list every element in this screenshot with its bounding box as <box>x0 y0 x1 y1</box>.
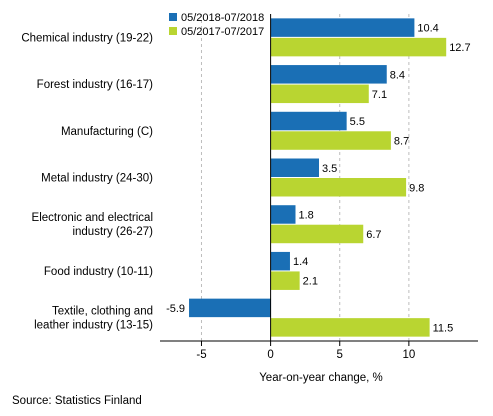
bar-s0-c0 <box>270 18 415 37</box>
bar-s1-c0 <box>270 37 447 57</box>
bar-s0-c2 <box>270 111 347 131</box>
data-label-s0-c6: -5.9 <box>166 303 185 315</box>
data-label-s1-c3: 9.8 <box>409 182 424 194</box>
data-label-s0-c0: 10.4 <box>417 23 438 35</box>
gridlines <box>200 14 410 341</box>
data-label-s1-c6: 11.5 <box>433 322 454 334</box>
category-label-5: Food industry (10-11) <box>44 266 153 278</box>
category-label-2: Manufacturing (C) <box>61 126 153 138</box>
data-label-s1-c5: 2.1 <box>303 276 318 288</box>
bar-s0-c5 <box>270 251 290 271</box>
legend-swatch-1 <box>169 27 177 35</box>
legend-label-1: 05/2017-07/2017 <box>181 26 264 38</box>
tick-label-2: 5 <box>337 349 343 361</box>
data-label-s1-c0: 12.7 <box>449 42 470 54</box>
bar-s1-c2 <box>270 131 391 150</box>
tick-label-0: -5 <box>196 349 206 361</box>
data-label-s0-c2: 5.5 <box>350 116 365 128</box>
bar-s0-c4 <box>270 205 296 224</box>
x-axis-label: Year-on-year change, % <box>259 372 383 384</box>
category-labels: Chemical industry (19-22) Forest industry… <box>21 32 153 331</box>
bar-s1-c3 <box>270 178 407 197</box>
category-label-4-line0: Electronic and electrical <box>32 212 153 224</box>
category-label-4-line1: industry (26-27) <box>72 226 153 238</box>
x-ticks: -5 0 5 10 <box>196 341 415 361</box>
data-labels: 10.4 8.4 5.5 3.5 1.8 1.4 -5.9 12.7 7.1 8.7 9.8 6.7 2… <box>166 23 471 335</box>
legend: 05/2018-07/2018 05/2017-07/2017 <box>169 12 264 38</box>
bar-s1-c4 <box>270 224 364 244</box>
bar-s0-c6 <box>189 298 271 318</box>
bars <box>189 18 447 337</box>
bar-s0-c1 <box>270 65 387 84</box>
tick-label-1: 0 <box>267 349 273 361</box>
legend-swatch-0 <box>169 13 177 21</box>
data-label-s0-c5: 1.4 <box>293 256 308 268</box>
source-note: Source: Statistics Finland <box>12 395 142 407</box>
data-label-s0-c3: 3.5 <box>322 163 337 175</box>
category-label-1: Forest industry (16-17) <box>37 79 153 91</box>
bar-s0-c3 <box>270 158 319 177</box>
data-label-s0-c4: 1.8 <box>298 209 313 221</box>
data-label-s0-c1: 8.4 <box>390 69 405 81</box>
category-label-6-line0: Textile, clothing and <box>52 306 153 318</box>
category-label-3: Metal industry (24-30) <box>41 173 153 185</box>
category-label-6-line1: leather industry (13-15) <box>34 320 153 332</box>
data-label-s1-c4: 6.7 <box>366 229 381 241</box>
legend-label-0: 05/2018-07/2018 <box>181 12 264 24</box>
bar-s1-c5 <box>270 271 300 290</box>
bar-s1-c6 <box>270 318 430 337</box>
data-label-s1-c1: 7.1 <box>372 89 387 101</box>
tick-label-3: 10 <box>402 349 415 361</box>
bar-s1-c1 <box>270 84 369 104</box>
data-label-s1-c2: 8.7 <box>394 136 409 148</box>
category-label-0: Chemical industry (19-22) <box>21 32 153 44</box>
